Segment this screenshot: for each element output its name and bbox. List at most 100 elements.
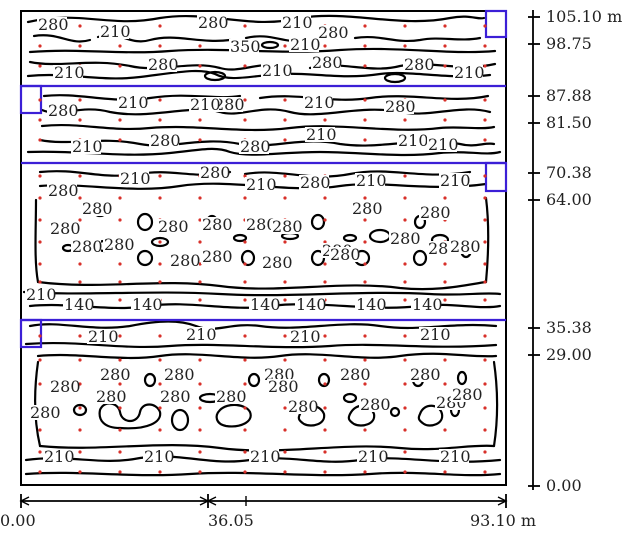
measure-point	[38, 280, 42, 284]
right-scale: 105.10 m 98.75 87.88 81.50 70.38 64.00 35.38 29…	[528, 7, 622, 495]
measure-point	[283, 298, 287, 302]
isoline-value-label: 210	[356, 171, 387, 190]
measure-point	[403, 358, 407, 362]
measure-point	[78, 280, 82, 284]
isoline	[240, 249, 256, 267]
isoline	[143, 372, 157, 388]
isoline	[243, 170, 472, 178]
isoline-value-label: 280	[48, 181, 79, 200]
isoline-value-label: 280	[330, 245, 361, 264]
isoline	[342, 392, 358, 404]
isoline	[215, 403, 252, 428]
measure-point	[198, 240, 202, 244]
isoline-value-label: 210	[428, 135, 459, 154]
isoline	[317, 372, 331, 388]
measure-point	[283, 240, 287, 244]
measure-point	[198, 406, 202, 410]
measure-point	[363, 138, 367, 142]
pole-marker	[484, 9, 508, 39]
isoline	[24, 471, 502, 477]
isoline-value-label: 280	[318, 23, 349, 42]
measure-point	[323, 218, 327, 222]
dimension-arrow	[206, 496, 217, 506]
measure-point	[483, 470, 487, 474]
isoline	[353, 36, 482, 42]
isoline-value-label: 280	[100, 365, 131, 384]
measure-point	[243, 240, 247, 244]
bottom-scale-label: 93.10 m	[470, 511, 536, 530]
isoline	[22, 290, 502, 297]
measure-point	[443, 64, 447, 68]
measure-point	[443, 44, 447, 48]
measure-point	[483, 280, 487, 284]
measure-point	[243, 406, 247, 410]
isoline-value-label: 140	[250, 295, 281, 314]
isoline	[456, 370, 468, 386]
pole-marker	[484, 161, 508, 193]
isoline	[232, 233, 248, 243]
measure-point	[38, 240, 42, 244]
isoline	[260, 40, 280, 50]
right-scale-label: 70.38	[546, 163, 592, 182]
right-scale-label: 81.50	[546, 113, 592, 132]
measure-point	[198, 218, 202, 222]
measure-point	[483, 334, 487, 338]
measure-point	[323, 382, 327, 386]
measure-point	[78, 98, 82, 102]
measure-point	[323, 280, 327, 284]
isoline-value-label: 210	[72, 137, 103, 156]
measure-point	[158, 470, 162, 474]
isoline	[492, 360, 499, 448]
right-scale-label: 98.75	[546, 34, 592, 53]
measure-point	[443, 280, 447, 284]
isoline-value-label: 280	[150, 131, 181, 150]
measure-point	[363, 118, 367, 122]
isoline	[368, 228, 392, 244]
measure-point	[443, 262, 447, 266]
measure-point	[118, 470, 122, 474]
measure-point	[118, 196, 122, 200]
isoline-value-label: 280	[72, 237, 103, 256]
right-scale-ticks: 105.10 m 98.75 87.88 81.50 70.38 64.00 35.38 29…	[528, 7, 622, 495]
isoline	[170, 408, 190, 432]
isoline-value-label: 280	[202, 247, 233, 266]
measure-point	[158, 24, 162, 28]
isoline	[417, 404, 444, 427]
measure-point	[38, 118, 42, 122]
measure-point	[323, 470, 327, 474]
measure-point	[323, 262, 327, 266]
isoline	[484, 196, 490, 284]
isoline-value-label: 210	[440, 171, 471, 190]
isoline-value-label: 210	[250, 447, 281, 466]
right-scale-label: 87.88	[546, 86, 592, 105]
isoline-value-label: 210	[440, 447, 471, 466]
measure-point	[158, 44, 162, 48]
measure-point	[403, 196, 407, 200]
measure-point	[243, 280, 247, 284]
isoline-value-label: 210	[290, 35, 321, 54]
measure-point	[363, 44, 367, 48]
measure-point	[118, 44, 122, 48]
isoline-value-label: 210	[186, 325, 217, 344]
pole-marker	[19, 84, 43, 115]
measure-point	[443, 98, 447, 102]
measure-point	[38, 470, 42, 474]
measure-point	[403, 298, 407, 302]
measure-point	[158, 428, 162, 432]
measure-point	[483, 262, 487, 266]
measure-point	[243, 174, 247, 178]
measure-point	[118, 450, 122, 454]
isoline-value-label: 210	[44, 447, 75, 466]
measure-point	[118, 262, 122, 266]
measure-point	[38, 196, 42, 200]
isoline-value-label: 280	[246, 215, 277, 234]
measure-point	[158, 118, 162, 122]
measure-point	[363, 280, 367, 284]
measure-point	[198, 196, 202, 200]
measure-point	[198, 138, 202, 142]
measure-point	[118, 358, 122, 362]
measure-point	[78, 470, 82, 474]
measure-point	[483, 450, 487, 454]
isoline-value-label: 210	[118, 93, 149, 112]
measure-point	[38, 138, 42, 142]
